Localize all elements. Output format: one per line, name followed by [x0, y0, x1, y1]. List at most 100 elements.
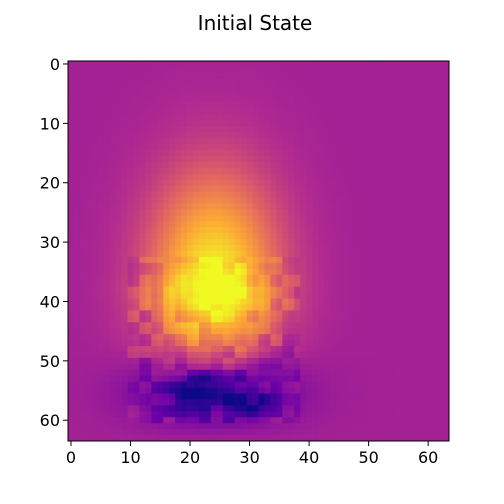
heatmap-cell [288, 322, 295, 329]
heatmap-cell [329, 375, 337, 382]
heatmap-cell [175, 369, 182, 377]
heatmap-cell [228, 399, 236, 406]
heatmap-cell [318, 369, 325, 377]
heatmap-cell [210, 286, 218, 293]
heatmap-cell [127, 167, 134, 175]
heatmap-cell [377, 84, 384, 92]
heatmap-cell [139, 144, 146, 151]
heatmap-cell [443, 298, 450, 305]
heatmap-cell [341, 310, 349, 317]
heatmap-cell [85, 251, 93, 258]
heatmap-cell [73, 328, 81, 335]
heatmap-cell [431, 256, 438, 264]
heatmap-cell [234, 78, 241, 86]
heatmap-cell [270, 340, 277, 347]
heatmap-cell [216, 411, 224, 418]
heatmap-cell [306, 61, 313, 68]
heatmap-cell [103, 417, 111, 424]
heatmap-cell [258, 351, 265, 359]
heatmap-cell [109, 298, 116, 305]
heatmap-cell [133, 221, 140, 228]
heatmap-cell [437, 167, 444, 175]
heatmap-cell [187, 126, 194, 133]
heatmap-cell [425, 399, 432, 406]
heatmap-cell [306, 411, 313, 418]
heatmap-cell [91, 78, 99, 86]
heatmap-cell [127, 363, 134, 371]
heatmap-cell [91, 274, 99, 282]
heatmap-cell [198, 375, 206, 382]
heatmap-cell [300, 304, 307, 311]
heatmap-cell [85, 132, 93, 139]
heatmap-cell [431, 363, 438, 371]
heatmap-cell [85, 262, 93, 270]
heatmap-cell [258, 66, 265, 74]
heatmap-cell [91, 84, 99, 92]
heatmap-cell [329, 369, 337, 377]
heatmap-cell [282, 369, 289, 377]
heatmap-cell [389, 179, 396, 187]
heatmap-cell [359, 411, 366, 418]
heatmap-cell [318, 61, 325, 68]
heatmap-cell [282, 150, 289, 157]
heatmap-cell [431, 381, 438, 388]
heatmap-cell [252, 245, 259, 252]
heatmap-cell [383, 120, 390, 127]
heatmap-cell [282, 114, 289, 121]
heatmap-cell [323, 173, 331, 181]
heatmap-cell [425, 221, 432, 228]
heatmap-cell [288, 393, 295, 400]
heatmap-cell [240, 423, 247, 430]
heatmap-cell [252, 96, 259, 103]
heatmap-cell [365, 156, 372, 163]
heatmap-cell [240, 185, 247, 192]
heatmap-cell [288, 203, 295, 210]
heatmap-cell [300, 161, 307, 169]
heatmap-cell [222, 245, 230, 252]
heatmap-cell [193, 84, 200, 92]
heatmap-cell [323, 387, 331, 394]
heatmap-cell [276, 334, 283, 341]
heatmap-cell [222, 262, 230, 270]
heatmap-cell [341, 304, 349, 311]
heatmap-cell [73, 191, 81, 198]
heatmap-cell [175, 233, 182, 240]
heatmap-cell [246, 310, 253, 317]
heatmap-cell [329, 233, 337, 240]
heatmap-cell [318, 84, 325, 92]
heatmap-cell [91, 334, 99, 341]
heatmap-cell [371, 72, 378, 80]
heatmap-cell [115, 167, 122, 175]
heatmap-cell [97, 138, 105, 145]
heatmap-cell [97, 209, 105, 216]
heatmap-cell [443, 102, 450, 109]
heatmap-cell [68, 292, 75, 299]
heatmap-cell [323, 191, 331, 198]
heatmap-cell [425, 173, 432, 181]
heatmap-cell [139, 423, 146, 430]
heatmap-cell [431, 316, 438, 323]
heatmap-cell [193, 191, 200, 198]
heatmap-cell [234, 351, 241, 359]
heatmap-cell [407, 429, 414, 436]
heatmap-cell [365, 150, 372, 157]
heatmap-cell [181, 363, 188, 371]
heatmap-cell [85, 209, 93, 216]
heatmap-cell [341, 78, 349, 86]
heatmap-cell [359, 251, 366, 258]
heatmap-cell [73, 72, 81, 80]
heatmap-cell [318, 292, 325, 299]
heatmap-cell [210, 126, 218, 133]
heatmap-cell [318, 144, 325, 151]
heatmap-cell [401, 185, 408, 192]
heatmap-cell [169, 120, 176, 127]
heatmap-cell [270, 357, 277, 365]
heatmap-cell [258, 179, 265, 187]
heatmap-cell [377, 435, 384, 442]
heatmap-cell [329, 179, 337, 187]
heatmap-cell [425, 381, 432, 388]
heatmap-cell [300, 417, 307, 424]
heatmap-cell [306, 90, 313, 97]
heatmap-cell [425, 387, 432, 394]
